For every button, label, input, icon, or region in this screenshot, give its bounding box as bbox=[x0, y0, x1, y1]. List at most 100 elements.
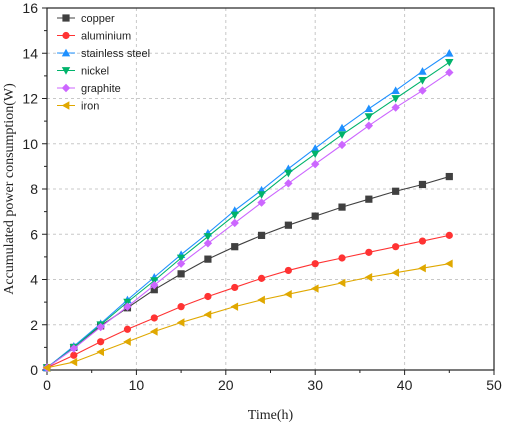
data-point-iron bbox=[96, 347, 104, 357]
data-point-aluminium bbox=[150, 314, 158, 322]
y-tick-label: 0 bbox=[30, 362, 38, 378]
data-point-aluminium bbox=[392, 243, 400, 251]
data-point-aluminium bbox=[338, 254, 346, 262]
x-axis-title: Time(h) bbox=[248, 408, 294, 423]
data-point-iron bbox=[284, 290, 292, 299]
data-point-graphite bbox=[364, 121, 374, 130]
data-point-copper bbox=[177, 270, 185, 278]
x-tick-label: 30 bbox=[307, 377, 323, 393]
legend-marker bbox=[61, 67, 71, 75]
data-point-nickel bbox=[257, 191, 266, 199]
data-point-graphite bbox=[418, 86, 427, 95]
legend-marker bbox=[62, 31, 70, 40]
data-point-graphite bbox=[391, 103, 400, 112]
data-point-stainless-steel bbox=[364, 104, 374, 113]
data-point-iron bbox=[418, 263, 426, 273]
data-point-iron bbox=[364, 273, 373, 282]
legend-marker bbox=[62, 14, 70, 22]
data-point-nickel bbox=[364, 113, 374, 121]
data-point-copper bbox=[150, 286, 158, 294]
data-point-nickel bbox=[203, 233, 213, 241]
legend-label: stainless steel bbox=[81, 48, 150, 60]
data-point-iron bbox=[42, 363, 51, 372]
data-point-iron bbox=[123, 337, 131, 346]
data-point-iron bbox=[257, 295, 265, 305]
data-point-aluminium bbox=[311, 260, 319, 268]
legend-item-graphite: graphite bbox=[57, 83, 121, 95]
data-point-iron bbox=[445, 259, 453, 268]
data-point-graphite bbox=[150, 280, 159, 290]
data-point-graphite bbox=[445, 68, 454, 77]
data-point-aluminium bbox=[284, 266, 292, 275]
series-layer bbox=[42, 49, 454, 372]
data-point-graphite bbox=[284, 179, 293, 188]
y-tick-label: 10 bbox=[22, 136, 38, 152]
legend-item-stainless-steel: stainless steel bbox=[57, 48, 150, 60]
data-point-nickel bbox=[391, 95, 400, 103]
x-tick-label: 0 bbox=[43, 377, 51, 393]
y-tick-label: 6 bbox=[30, 226, 38, 242]
series-line-aluminium bbox=[46, 234, 450, 369]
legend-label: nickel bbox=[81, 66, 109, 78]
data-point-nickel bbox=[445, 58, 454, 67]
data-point-graphite bbox=[257, 198, 266, 207]
data-point-aluminium bbox=[257, 274, 266, 282]
data-point-iron bbox=[311, 284, 319, 293]
data-point-copper bbox=[231, 243, 239, 251]
y-tick-label: 4 bbox=[30, 272, 38, 288]
data-point-graphite bbox=[230, 218, 239, 228]
data-point-copper bbox=[418, 180, 427, 189]
data-point-iron bbox=[230, 302, 239, 311]
legend-item-iron: iron bbox=[57, 101, 99, 113]
series-line-stainless-steel bbox=[46, 52, 450, 369]
x-tick-label: 10 bbox=[129, 377, 145, 393]
x-tick-label: 20 bbox=[218, 377, 234, 393]
y-tick-label: 12 bbox=[22, 91, 38, 107]
data-point-aluminium bbox=[177, 303, 185, 311]
data-point-iron bbox=[69, 357, 78, 367]
data-point-graphite bbox=[96, 322, 105, 332]
data-point-iron bbox=[176, 318, 185, 327]
legend-item-copper: copper bbox=[57, 13, 115, 25]
data-point-copper bbox=[338, 203, 346, 211]
data-point-aluminium bbox=[231, 283, 239, 292]
data-point-graphite bbox=[69, 344, 79, 353]
data-point-aluminium bbox=[204, 292, 212, 301]
legend-item-aluminium: aluminium bbox=[57, 31, 131, 43]
data-point-stainless-steel bbox=[418, 67, 427, 75]
data-point-iron bbox=[337, 278, 346, 288]
series-aluminium bbox=[43, 231, 453, 372]
y-tick-label: 16 bbox=[22, 0, 38, 16]
data-point-graphite bbox=[203, 239, 213, 248]
data-point-copper bbox=[365, 195, 373, 203]
data-point-graphite bbox=[311, 159, 320, 169]
x-tick-label: 50 bbox=[486, 377, 502, 393]
data-point-aluminium bbox=[70, 351, 78, 359]
data-point-graphite bbox=[337, 140, 347, 150]
series-iron bbox=[42, 259, 453, 372]
data-point-copper bbox=[445, 172, 453, 181]
x-tick-label: 40 bbox=[397, 377, 413, 393]
data-point-iron bbox=[203, 310, 212, 319]
data-point-stainless-steel bbox=[445, 49, 454, 57]
data-point-nickel bbox=[337, 131, 347, 139]
legend-label: graphite bbox=[81, 83, 121, 95]
legend-item-nickel: nickel bbox=[57, 66, 109, 78]
series-copper bbox=[43, 172, 453, 372]
series-line-nickel bbox=[46, 61, 450, 369]
y-tick-label: 2 bbox=[30, 317, 38, 333]
data-point-nickel bbox=[418, 77, 427, 85]
data-point-copper bbox=[284, 221, 292, 229]
data-point-copper bbox=[204, 255, 212, 263]
legend-label: copper bbox=[81, 13, 115, 25]
data-point-graphite bbox=[123, 302, 132, 311]
data-point-iron bbox=[150, 327, 158, 336]
data-point-nickel bbox=[176, 254, 186, 263]
data-point-stainless-steel bbox=[311, 144, 320, 152]
legend-marker bbox=[61, 48, 71, 57]
data-point-aluminium bbox=[97, 338, 105, 346]
legend-marker bbox=[61, 83, 71, 93]
data-point-stainless-steel bbox=[391, 86, 400, 94]
